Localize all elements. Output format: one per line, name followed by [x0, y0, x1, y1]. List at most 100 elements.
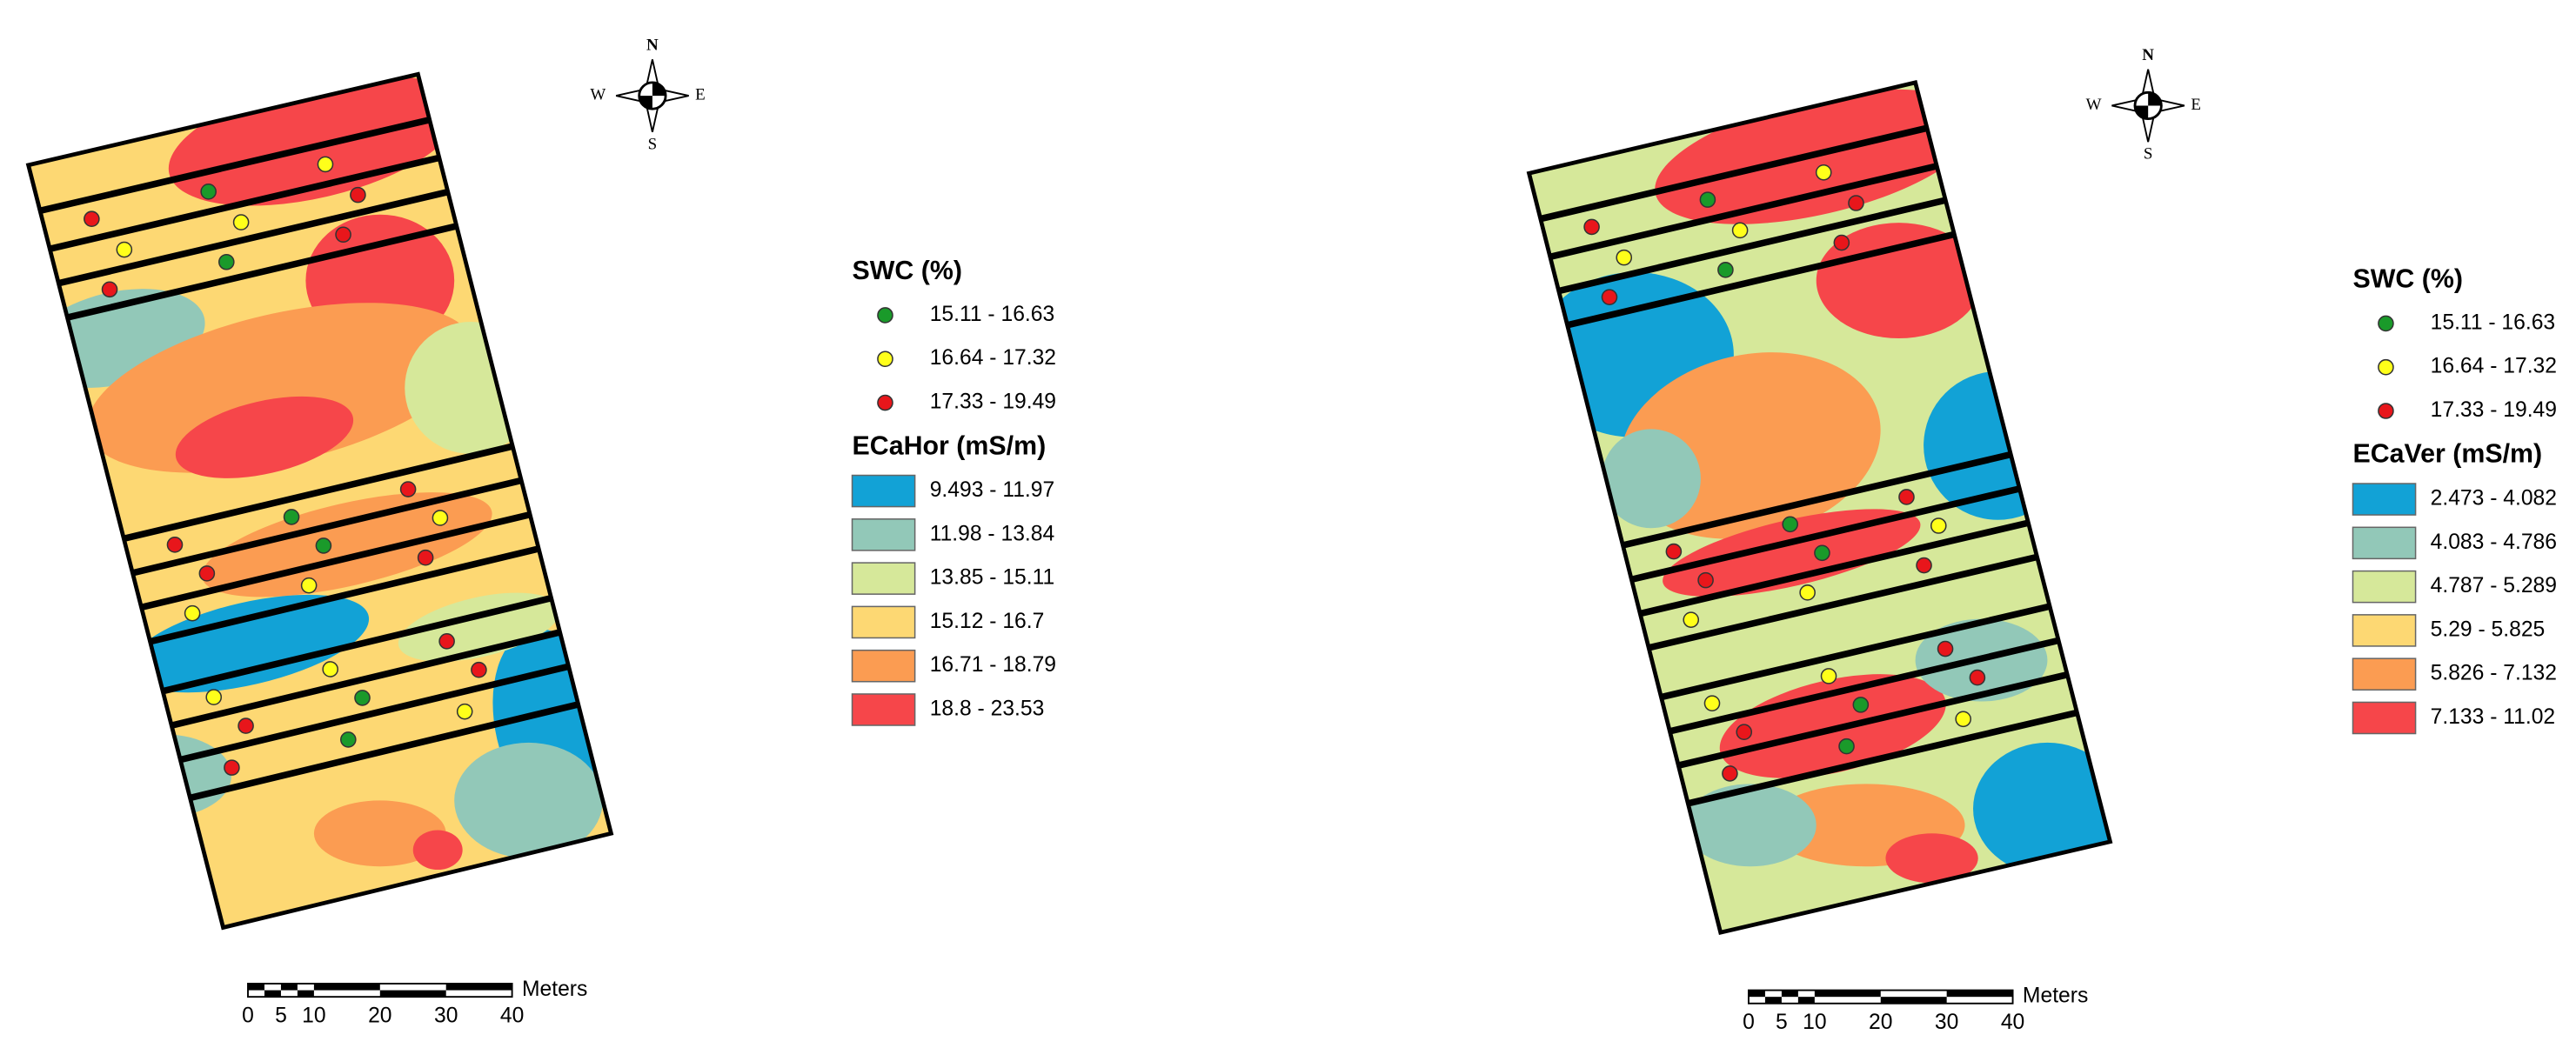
compass-quarter — [639, 82, 666, 110]
legend-label: 4.083 - 4.786 — [2431, 531, 2557, 554]
swc-point — [1665, 543, 1683, 560]
swc-point — [300, 577, 318, 594]
swc-point — [166, 537, 184, 553]
transect-line — [1639, 519, 2030, 617]
transect-line — [123, 443, 514, 543]
legend-label: 5.826 - 7.132 — [2431, 662, 2557, 685]
transect-line — [1630, 485, 2021, 583]
swc-point — [1601, 289, 1618, 305]
ec-zone — [1663, 509, 1921, 597]
swc-point — [1916, 557, 1932, 574]
compass-w: W — [590, 85, 606, 103]
transect-line — [1557, 197, 1947, 295]
legend-label: 17.33 - 19.49 — [930, 390, 1056, 414]
compass-s: S — [2144, 145, 2153, 164]
ec-zone — [1602, 429, 1701, 529]
transect-line — [49, 154, 440, 252]
swc-point — [101, 281, 118, 298]
ec-zone — [126, 594, 370, 693]
swc-point — [1697, 571, 1714, 589]
scale-segment — [1797, 997, 1815, 1004]
swc-point — [354, 690, 371, 706]
legend-dot — [2378, 403, 2394, 419]
transect-line — [131, 477, 523, 577]
scale-segment — [1814, 990, 1881, 998]
transect-line — [1549, 163, 1938, 260]
transect-line — [171, 629, 561, 729]
transect-line — [66, 223, 458, 321]
swc-point — [1814, 544, 1830, 562]
swc-point — [84, 210, 100, 228]
scale-label: 5 — [275, 1004, 287, 1027]
swc-point — [1799, 584, 1816, 601]
scale-label: 40 — [2001, 1011, 2024, 1034]
map-field — [28, 74, 612, 928]
transect-line — [1677, 671, 2069, 769]
swc-point — [432, 510, 449, 526]
legend-label: 17.33 - 19.49 — [2431, 398, 2557, 422]
legend-dot — [2378, 315, 2394, 332]
legend-label: 15.12 - 16.7 — [930, 610, 1045, 633]
compass-e: E — [2191, 96, 2201, 114]
compass-n: N — [646, 36, 659, 54]
swc-point — [1833, 234, 1850, 251]
transect-line — [1648, 553, 2038, 651]
ec-zone — [87, 303, 475, 473]
legend-dot — [877, 350, 893, 368]
scale-segment — [313, 983, 380, 991]
transect-line — [1566, 230, 1956, 329]
swc-point — [198, 565, 216, 582]
swc-point — [1930, 517, 1947, 534]
ec-zone — [405, 322, 538, 454]
legend-swatch — [851, 518, 916, 551]
swc-point — [1969, 669, 1986, 686]
swc-point — [322, 661, 338, 678]
legend-swatch — [2352, 701, 2417, 735]
ec-zone — [313, 800, 446, 867]
swc-point — [200, 184, 217, 200]
swc-point — [232, 214, 250, 230]
legend-swatch — [2352, 483, 2417, 516]
swc-point — [1731, 222, 1749, 239]
scale-segment — [297, 990, 314, 998]
swc-point — [1815, 164, 1832, 181]
scale-label: 0 — [242, 1004, 254, 1027]
swc-point — [1717, 262, 1734, 278]
swc-point — [238, 718, 254, 734]
swc-point — [471, 661, 487, 678]
compass-w: W — [2086, 96, 2102, 114]
swc-point — [1583, 218, 1600, 236]
legend-title: SWC (%) — [2352, 265, 2462, 294]
transect-line — [1660, 603, 2051, 701]
legend-label: 18.8 - 23.53 — [930, 697, 1045, 720]
legend-swatch — [851, 649, 916, 683]
swc-point — [1848, 195, 1864, 211]
swc-point — [1683, 611, 1700, 628]
scale-label: 10 — [302, 1004, 325, 1027]
legend-swatch — [2352, 526, 2417, 560]
scale-segment — [280, 983, 298, 991]
legend-label: 15.11 - 16.63 — [2431, 310, 2555, 334]
compass-n: N — [2142, 46, 2154, 64]
legend-label: 15.11 - 16.63 — [930, 303, 1054, 326]
legend-label: 11.98 - 13.84 — [930, 522, 1054, 545]
legend-label: 4.787 - 5.289 — [2431, 574, 2557, 597]
swc-point — [317, 156, 334, 173]
legend-label: 2.473 - 4.082 — [2431, 487, 2557, 511]
scale-unit: Meters — [522, 978, 587, 1001]
transect-line — [179, 663, 570, 764]
compass-quarter — [2134, 92, 2162, 119]
ec-zone — [1816, 223, 1982, 339]
legend-dot — [2378, 358, 2394, 376]
legend-label: 9.493 - 11.97 — [930, 478, 1054, 502]
scale-label: 30 — [434, 1004, 458, 1027]
swc-point — [116, 241, 133, 258]
scale-label: 40 — [500, 1004, 524, 1027]
swc-point — [1782, 516, 1798, 533]
legend-dot — [877, 394, 893, 411]
legend-swatch — [851, 693, 916, 726]
scale-segment — [1880, 997, 1947, 1004]
ec-zone — [1683, 784, 1817, 867]
swc-point — [1820, 668, 1837, 684]
